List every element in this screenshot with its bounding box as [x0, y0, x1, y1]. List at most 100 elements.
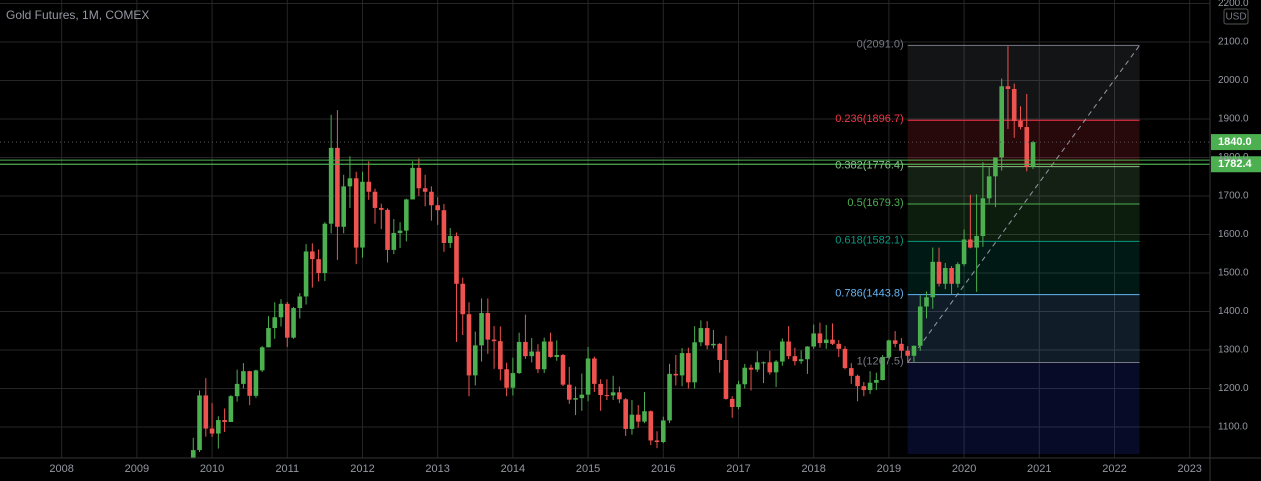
candle-body	[642, 411, 647, 422]
candle-body	[197, 395, 202, 451]
fib-label: 0.382(1776.4)	[835, 159, 904, 171]
fib-zone	[907, 120, 1140, 167]
candle-body	[579, 394, 585, 399]
candle-body	[360, 181, 365, 248]
y-tick-label: 2200.0	[1218, 0, 1249, 9]
candle-body	[303, 251, 309, 297]
candle-body	[717, 343, 722, 361]
x-tick-label: 2016	[651, 463, 675, 475]
candle-body	[228, 396, 234, 422]
y-tick-label: 1200.0	[1218, 383, 1249, 394]
x-tick-label: 2023	[1177, 463, 1201, 475]
fib-label: 1(1267.5)	[857, 355, 904, 367]
candle-body	[924, 297, 929, 307]
candle-body	[535, 351, 541, 370]
candle-body	[855, 375, 860, 387]
candle-body	[792, 356, 798, 362]
fib-label: 0.236(1896.7)	[835, 113, 904, 125]
candle-body	[410, 167, 415, 200]
candle-body	[322, 223, 328, 273]
candle-body	[874, 380, 879, 383]
chart-title: Gold Futures, 1M, COMEX	[6, 8, 149, 22]
candle-body	[723, 360, 729, 399]
x-tick-label: 2022	[1102, 463, 1126, 475]
candle-body	[886, 340, 892, 357]
candle-body	[316, 259, 321, 273]
candle-body	[1024, 127, 1030, 167]
x-tick-label: 2012	[350, 463, 374, 475]
candle-body	[510, 373, 516, 388]
candle-body	[968, 239, 973, 248]
candle-body	[560, 355, 566, 385]
x-tick-label: 2015	[576, 463, 600, 475]
candle-body	[686, 353, 691, 383]
candle-body	[986, 176, 992, 199]
candle-body	[736, 384, 741, 407]
candle-body	[867, 382, 873, 391]
candle-body	[291, 308, 296, 338]
candle-body	[817, 333, 823, 344]
candle-body	[529, 351, 534, 357]
candle-body	[999, 86, 1004, 158]
candle-body	[604, 395, 610, 397]
x-tick-label: 2014	[501, 463, 525, 475]
x-tick-label: 2018	[801, 463, 825, 475]
candle-body	[460, 283, 466, 315]
candle-body	[378, 207, 384, 210]
y-tick-label: 1900.0	[1218, 114, 1249, 125]
candle-body	[466, 314, 472, 376]
candle-body	[554, 355, 560, 357]
candle-body	[673, 373, 679, 376]
candle-body	[592, 358, 597, 384]
candle-body	[416, 167, 422, 189]
candle-body	[297, 296, 303, 309]
candle-body	[253, 370, 259, 396]
price-label: 1840.0	[1218, 136, 1252, 148]
y-tick-label: 1300.0	[1218, 345, 1249, 356]
candle-body	[385, 209, 390, 250]
fib-zone	[907, 45, 1140, 121]
candle-body	[310, 251, 315, 260]
currency: USD	[1225, 12, 1246, 23]
fib-label: 0(2091.0)	[857, 38, 904, 50]
candle-body	[504, 369, 509, 388]
x-tick-label: 2013	[425, 463, 449, 475]
candle-body	[266, 328, 271, 348]
candle-body	[341, 186, 346, 227]
x-tick-label: 2017	[726, 463, 750, 475]
candle-body	[949, 267, 954, 284]
candle-body	[955, 264, 961, 284]
candle-body	[485, 313, 491, 340]
candle-body	[234, 383, 240, 397]
candle-body	[861, 386, 867, 391]
x-tick-label: 2021	[1027, 463, 1051, 475]
price-label-box	[1211, 156, 1261, 173]
candle-body	[711, 343, 716, 346]
candle-body	[917, 306, 923, 346]
candle-body	[548, 341, 553, 357]
candle-body	[1011, 88, 1017, 121]
candle-body	[1018, 120, 1023, 128]
x-tick-label: 2019	[877, 463, 901, 475]
candle-body	[216, 420, 221, 434]
candle-body	[585, 358, 591, 395]
overlay: 1840.0 1782.4	[0, 134, 1261, 173]
x-tick-label: 2020	[952, 463, 976, 475]
candle-body	[241, 371, 246, 384]
candle-body	[328, 147, 334, 224]
candle-body	[880, 356, 885, 381]
candle-body	[353, 178, 359, 248]
candle-body	[203, 395, 209, 429]
candle-body	[754, 362, 760, 370]
fib-zone	[907, 166, 1140, 204]
fib-label: 0.618(1582.1)	[835, 234, 904, 246]
candle-body	[667, 373, 672, 421]
candle-body	[679, 353, 685, 376]
candle-body	[259, 347, 265, 371]
candle-body	[905, 350, 910, 356]
y-tick-label: 1800.0	[1218, 152, 1249, 163]
candle-body	[435, 205, 440, 211]
candle-body	[773, 361, 779, 373]
candle-body	[660, 420, 666, 443]
